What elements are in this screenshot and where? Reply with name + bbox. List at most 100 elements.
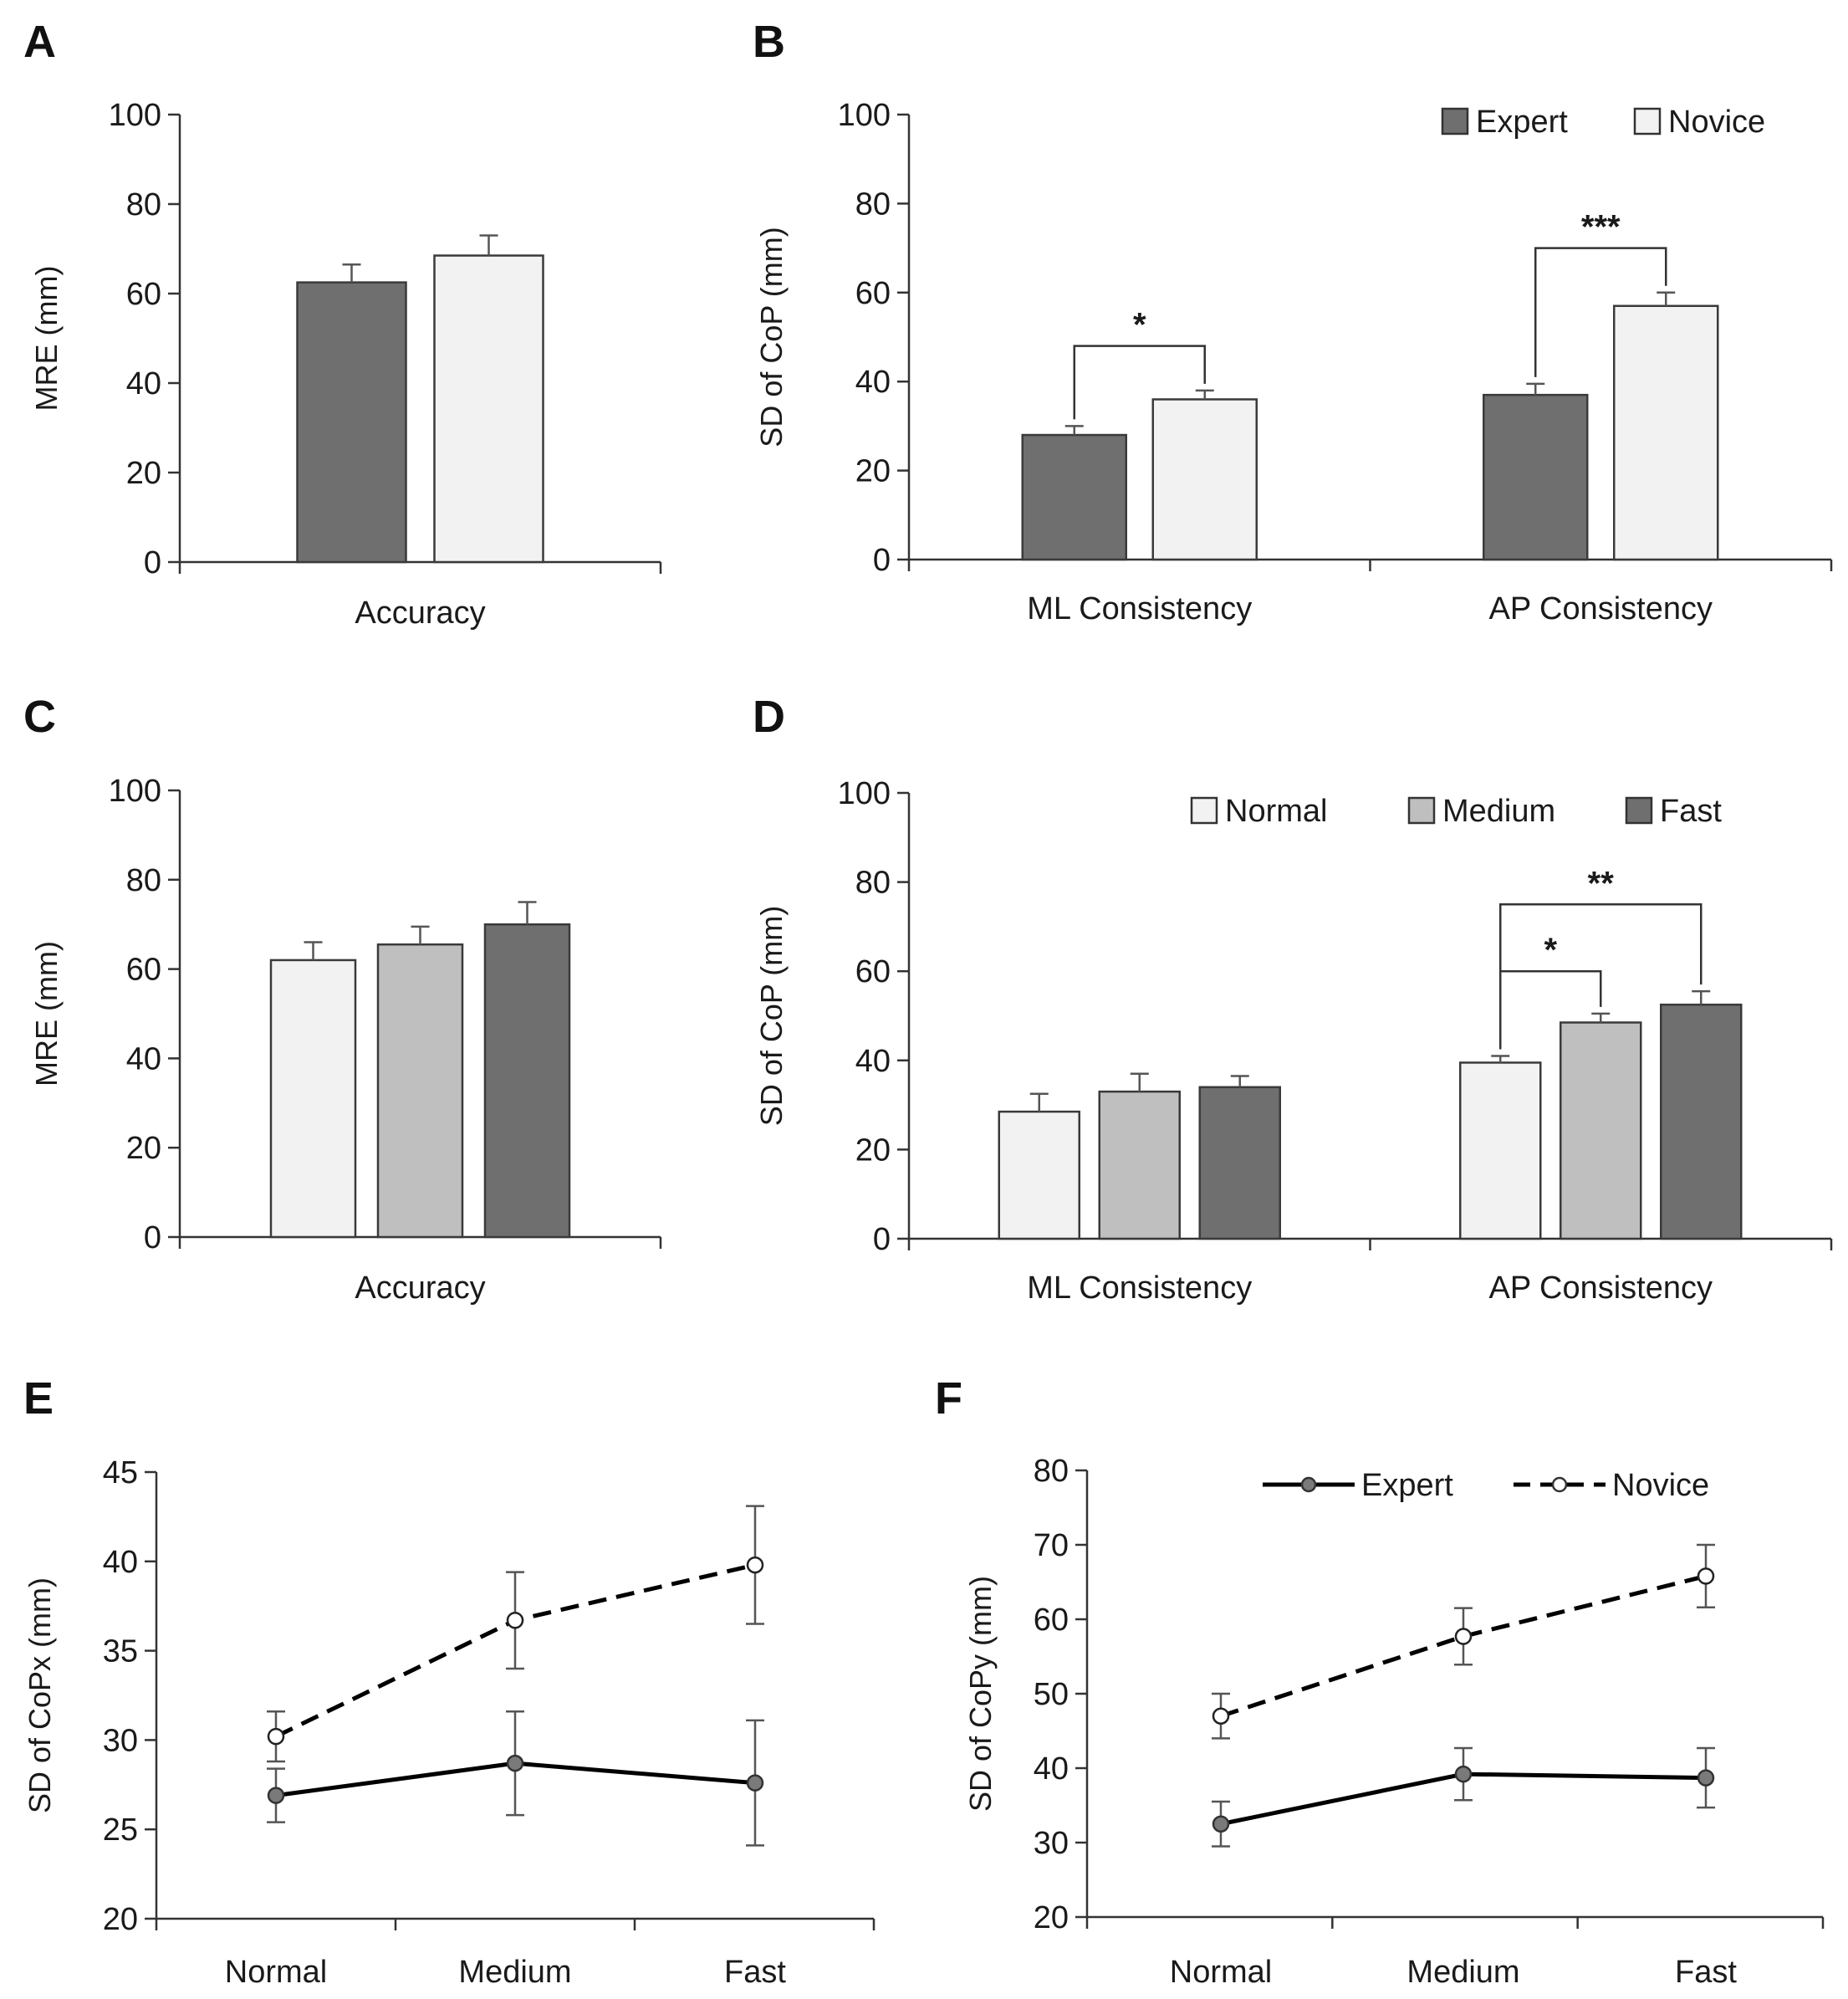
- significance-bracket: [1073, 345, 1206, 420]
- y-tick-label: 20: [126, 456, 161, 491]
- y-tick-label: 50: [1034, 1677, 1069, 1712]
- legend-marker-expert: [1300, 1476, 1317, 1493]
- legend-label-expert: Expert: [1476, 105, 1568, 140]
- significance-label: *: [1544, 932, 1557, 969]
- category-label: Normal: [225, 1955, 327, 1990]
- error-bar: [1029, 1092, 1049, 1112]
- data-point: [506, 1754, 524, 1772]
- category-label: AP Consistency: [1488, 1270, 1713, 1306]
- category-label: Accuracy: [355, 1270, 485, 1306]
- legend-label-novice: Novice: [1612, 1468, 1709, 1503]
- legend-swatch-novice: [1633, 107, 1662, 135]
- bar-medium: [376, 943, 464, 1239]
- y-tick-label: 70: [1034, 1528, 1069, 1563]
- error-bar: [411, 925, 430, 945]
- bar-fast: [483, 923, 571, 1239]
- y-tick-label: 20: [103, 1902, 138, 1937]
- legend-label-normal: Normal: [1225, 794, 1327, 829]
- panel-c: C 0 20 40 60 80 100 MRE (mm) Accuracy: [23, 692, 662, 1306]
- y-tick-label: 20: [855, 1132, 891, 1168]
- data-point: [1454, 1628, 1473, 1645]
- data-point: [1212, 1707, 1230, 1725]
- y-tick-label: 45: [103, 1455, 138, 1490]
- category-label: ML Consistency: [1027, 591, 1252, 626]
- error-bar: [1130, 1072, 1149, 1092]
- y-tick-label: 20: [1034, 1900, 1069, 1935]
- bar-fast: [1660, 1003, 1743, 1240]
- y-tick-label: 100: [838, 98, 891, 133]
- legend-swatch-expert: [1441, 107, 1469, 135]
- legend: Expert Novice: [1263, 1468, 1709, 1503]
- panel-letter: D: [753, 692, 785, 742]
- y-tick-label: 25: [103, 1812, 138, 1848]
- bar-medium: [1560, 1021, 1642, 1240]
- error-bar: [1230, 1075, 1249, 1087]
- y-tick-label: 100: [109, 774, 161, 809]
- category-label: AP Consistency: [1488, 591, 1713, 626]
- y-axis-title: SD of CoP (mm): [754, 227, 789, 447]
- data-point: [746, 1556, 764, 1574]
- category-label: Fast: [1675, 1955, 1737, 1990]
- error-bar: [1591, 1012, 1611, 1023]
- y-tick-label: 40: [1034, 1751, 1069, 1787]
- legend-label-expert: Expert: [1361, 1468, 1453, 1503]
- y-axis-title: MRE (mm): [29, 266, 64, 412]
- panel-d: D 0 20 40 60 80 100 SD of CoP (mm) ML Consistenc…: [753, 692, 1833, 1306]
- y-axis-title: SD of CoPx (mm): [23, 1577, 57, 1813]
- legend: Normal Medium Fast: [1190, 794, 1722, 829]
- bar-normal: [998, 1110, 1080, 1240]
- y-tick-label: 40: [855, 1044, 891, 1079]
- panel-b: B 0 20 40 60 80 100 SD of CoP (mm) ML Consistenc…: [753, 17, 1833, 626]
- y-tick-label: 30: [103, 1723, 138, 1758]
- data-point: [267, 1727, 285, 1746]
- y-tick-label: 20: [126, 1131, 161, 1166]
- y-axis-title: MRE (mm): [29, 941, 64, 1086]
- significance-label: ***: [1581, 209, 1621, 246]
- y-tick-label: 60: [126, 953, 161, 988]
- y-tick-label: 40: [103, 1545, 138, 1580]
- panel-a: A 0 20 40 60 80 100 MRE (mm) Accuracy: [23, 17, 662, 631]
- data-point: [1697, 1567, 1715, 1585]
- bar-normal: [1459, 1061, 1542, 1240]
- category-label: Fast: [724, 1955, 786, 1990]
- bar-novice: [1151, 398, 1258, 561]
- y-tick-label: 40: [126, 366, 161, 401]
- category-label: Medium: [458, 1955, 571, 1990]
- panel-letter: B: [753, 17, 785, 67]
- category-label: Accuracy: [355, 596, 485, 631]
- significance-label: *: [1133, 307, 1146, 344]
- legend-swatch-fast: [1625, 796, 1653, 825]
- significance-bracket: [1499, 903, 1703, 1050]
- y-tick-label: 60: [126, 277, 161, 312]
- error-bar: [479, 234, 498, 256]
- error-bar: [1657, 291, 1676, 306]
- y-tick-label: 100: [109, 98, 161, 133]
- error-bar: [1491, 1055, 1510, 1063]
- data-point: [267, 1787, 285, 1804]
- panel-letter: C: [23, 692, 56, 742]
- series-expert: [1212, 1746, 1715, 1848]
- y-tick-label: 40: [126, 1041, 161, 1076]
- bar-normal: [269, 959, 357, 1239]
- error-bar: [1526, 382, 1545, 396]
- y-tick-label: 0: [873, 543, 891, 578]
- panel-letter: E: [23, 1373, 54, 1424]
- y-tick-label: 30: [1034, 1826, 1069, 1861]
- y-tick-label: 0: [144, 1220, 161, 1255]
- panel-letter: F: [935, 1373, 962, 1424]
- panel-f: F 20 30 40 50 60 70 80 SD of CoPy (mm) Normal Medi…: [935, 1373, 1825, 1990]
- significance-label: **: [1588, 865, 1615, 902]
- data-point: [746, 1774, 764, 1792]
- y-tick-label: 20: [855, 454, 891, 489]
- legend-swatch-medium: [1407, 796, 1436, 825]
- y-tick-label: 0: [873, 1222, 891, 1257]
- legend: Expert Novice: [1441, 105, 1765, 140]
- bar-expert: [296, 281, 407, 564]
- error-bar: [342, 263, 361, 283]
- y-tick-label: 60: [855, 954, 891, 989]
- y-axis-title: SD of CoPy (mm): [963, 1576, 998, 1812]
- y-axis-title: SD of CoP (mm): [754, 906, 789, 1126]
- bar-expert: [1483, 393, 1589, 561]
- panel-letter: A: [23, 17, 56, 67]
